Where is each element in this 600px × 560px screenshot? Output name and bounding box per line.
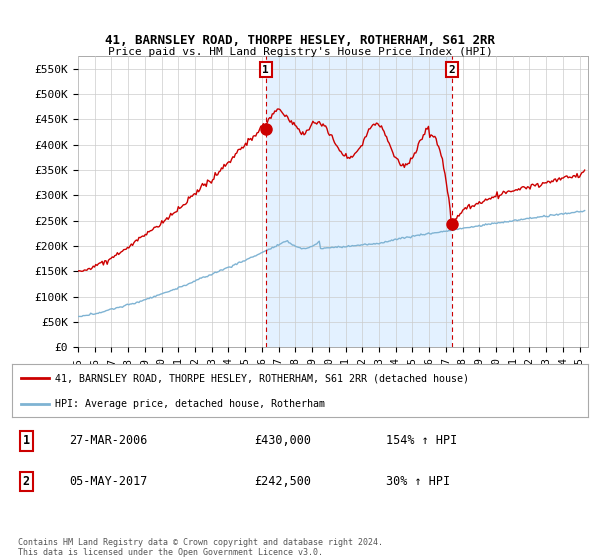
Text: 1: 1 xyxy=(262,64,269,74)
Text: 27-MAR-2006: 27-MAR-2006 xyxy=(70,435,148,447)
Text: 41, BARNSLEY ROAD, THORPE HESLEY, ROTHERHAM, S61 2RR (detached house): 41, BARNSLEY ROAD, THORPE HESLEY, ROTHER… xyxy=(55,374,469,384)
Text: 05-MAY-2017: 05-MAY-2017 xyxy=(70,475,148,488)
Bar xyxy=(266,56,452,347)
Text: 2: 2 xyxy=(23,475,30,488)
Text: £242,500: £242,500 xyxy=(254,475,311,488)
Text: 1: 1 xyxy=(23,435,30,447)
Text: HPI: Average price, detached house, Rotherham: HPI: Average price, detached house, Roth… xyxy=(55,399,325,409)
Text: Price paid vs. HM Land Registry's House Price Index (HPI): Price paid vs. HM Land Registry's House … xyxy=(107,46,493,57)
Text: 2: 2 xyxy=(448,64,455,74)
Text: Contains HM Land Registry data © Crown copyright and database right 2024.
This d: Contains HM Land Registry data © Crown c… xyxy=(18,538,383,557)
Text: 30% ↑ HPI: 30% ↑ HPI xyxy=(386,475,451,488)
Text: 154% ↑ HPI: 154% ↑ HPI xyxy=(386,435,458,447)
Text: 41, BARNSLEY ROAD, THORPE HESLEY, ROTHERHAM, S61 2RR: 41, BARNSLEY ROAD, THORPE HESLEY, ROTHER… xyxy=(105,34,495,47)
Text: £430,000: £430,000 xyxy=(254,435,311,447)
